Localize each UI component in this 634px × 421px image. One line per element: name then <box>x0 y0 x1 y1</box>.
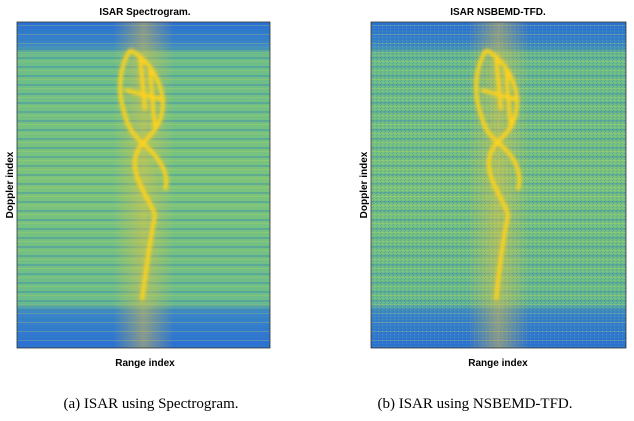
x-axis-label: Range index <box>115 358 175 369</box>
x-axis-label: Range index <box>468 358 528 369</box>
image-frame <box>16 21 271 349</box>
panel-title: ISAR Spectrogram. <box>99 7 190 18</box>
target <box>118 48 169 301</box>
target <box>474 48 522 301</box>
panel-a: ISAR Spectrogram. Doppler index Range in… <box>5 7 271 412</box>
y-axis-label: Doppler index <box>359 151 370 218</box>
image-frame <box>370 21 627 349</box>
panel-title: ISAR NSBEMD-TFD. <box>450 7 546 18</box>
panel-b: ISAR NSBEMD-TFD. Doppler index Range ind… <box>359 7 627 412</box>
y-axis-label: Doppler index <box>5 151 16 218</box>
caption: (b) ISAR using NSBEMD-TFD. <box>377 396 572 412</box>
caption: (a) ISAR using Spectrogram. <box>64 396 239 412</box>
